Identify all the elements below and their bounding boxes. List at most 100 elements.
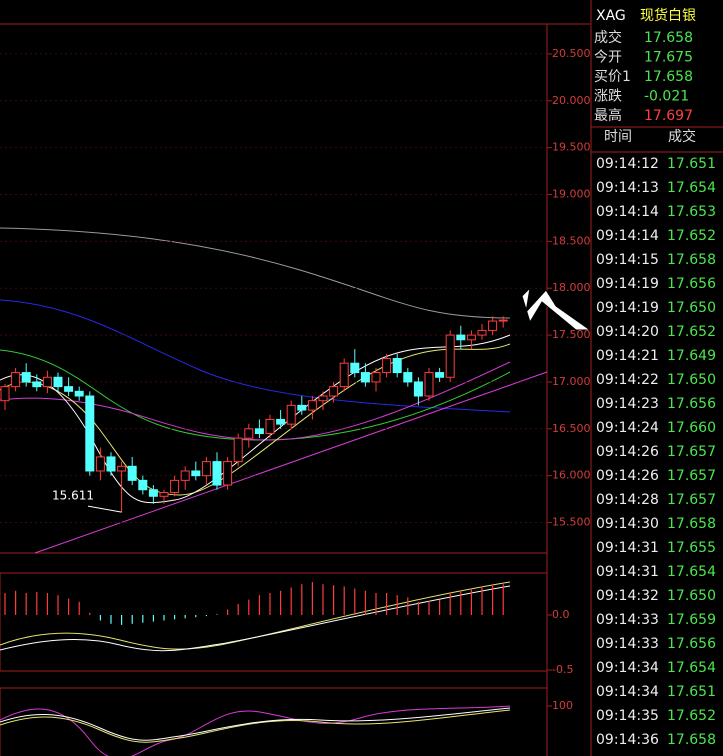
candle-body: [392, 358, 402, 374]
instrument-name: 现货白银: [640, 7, 696, 24]
trade-time: 09:14:34: [596, 660, 659, 676]
low-annotation: 15.611: [52, 489, 94, 503]
candle-body: [413, 381, 423, 397]
candle-body: [233, 437, 243, 463]
ma-line: [0, 299, 511, 413]
trade-time: 09:14:22: [596, 372, 659, 388]
candle-body: [0, 386, 10, 402]
candle-body: [350, 362, 360, 374]
trade-price: 17.652: [667, 708, 716, 724]
field-value: 17.658: [644, 69, 693, 85]
y-tick-label: -0.5: [552, 663, 573, 676]
candle-body: [445, 334, 455, 378]
field-label: 今开: [594, 50, 622, 66]
trade-time: 09:14:12: [596, 156, 659, 172]
macd-line: [0, 585, 511, 652]
y-tick-label: 16.000: [552, 469, 591, 482]
trade-time: 09:14:31: [596, 540, 659, 556]
ma-line: [0, 343, 511, 496]
trade-price: 17.658: [667, 732, 716, 748]
candle-body: [138, 479, 148, 491]
y-tick-label: 17.500: [552, 328, 591, 341]
trade-time: 09:14:26: [596, 468, 659, 484]
candle-body: [212, 461, 222, 486]
candle-body: [159, 492, 169, 497]
y-tick-label: 18.000: [552, 281, 591, 294]
cursor-icon: [521, 286, 592, 331]
trade-price: 17.657: [667, 468, 716, 484]
trade-time: 09:14:33: [596, 612, 659, 628]
trade-price: 17.658: [667, 516, 716, 532]
candle-body: [435, 372, 445, 378]
trade-header: 成交: [668, 128, 696, 145]
field-label: 涨跌: [594, 89, 622, 105]
annotation-line: [87, 505, 122, 513]
candle-body: [424, 372, 434, 397]
candle-body: [106, 456, 116, 472]
candle-body: [456, 334, 466, 341]
trade-price: 17.652: [667, 228, 716, 244]
ma-line: [0, 349, 511, 441]
trade-price: 17.650: [667, 372, 716, 388]
y-tick-label: 16.500: [552, 422, 591, 435]
ma-line: [0, 334, 511, 504]
trade-price: 17.651: [667, 684, 716, 700]
trade-time: 09:14:31: [596, 564, 659, 580]
trade-price: 17.655: [667, 540, 716, 556]
candle-body: [244, 428, 254, 439]
kdj-line: [0, 707, 511, 741]
macd-line: [0, 581, 511, 650]
candle-body: [276, 418, 286, 425]
candle-body: [95, 456, 105, 472]
candle-body: [297, 404, 307, 411]
field-label: 买价1: [594, 69, 631, 85]
candle-body: [180, 470, 190, 481]
candle-body: [329, 386, 339, 397]
candle-body: [201, 461, 211, 477]
trade-price: 17.660: [667, 420, 716, 436]
candle-body: [117, 465, 127, 472]
trade-time: 09:14:14: [596, 204, 659, 220]
field-value: 17.697: [644, 108, 693, 124]
trade-price: 17.654: [667, 564, 716, 580]
y-tick-label: 20.000: [552, 94, 591, 107]
trade-time: 09:14:36: [596, 732, 659, 748]
candle-body: [265, 418, 275, 434]
candle-body: [21, 372, 31, 383]
trade-time: 09:14:35: [596, 708, 659, 724]
trade-header: 时间: [604, 129, 632, 145]
trade-time: 09:14:14: [596, 228, 659, 244]
candle-body: [286, 404, 296, 425]
candle-body: [382, 358, 392, 374]
trade-price: 17.657: [667, 444, 716, 460]
candle-body: [318, 395, 328, 402]
trade-time: 09:14:34: [596, 684, 659, 700]
candle-body: [74, 390, 84, 397]
ma-line: [0, 361, 511, 441]
candle-body: [53, 376, 63, 388]
field-value: 17.658: [644, 30, 693, 46]
trade-price: 17.654: [667, 180, 716, 196]
candle-body: [223, 461, 233, 486]
kdj-frame: [0, 687, 548, 756]
trade-price: 17.652: [667, 324, 716, 340]
candle-body: [371, 372, 381, 383]
trade-price: 17.650: [667, 300, 716, 316]
y-tick-label: 18.500: [552, 234, 591, 247]
trade-price: 17.649: [667, 348, 716, 364]
y-tick-label: 17.000: [552, 375, 591, 388]
field-value: -0.021: [644, 89, 689, 105]
field-label: 成交: [594, 29, 622, 46]
trade-price: 17.659: [667, 612, 716, 628]
candle-body: [339, 362, 349, 388]
trade-price: 17.656: [667, 636, 716, 652]
y-tick-label: 19.500: [552, 141, 591, 154]
y-tick-label: 100: [552, 699, 573, 712]
candle-body: [488, 320, 498, 331]
trade-time: 09:14:30: [596, 516, 659, 532]
trade-time: 09:14:19: [596, 300, 659, 316]
candle-body: [85, 395, 95, 472]
kdj-line: [0, 705, 511, 756]
candle-body: [42, 376, 52, 388]
